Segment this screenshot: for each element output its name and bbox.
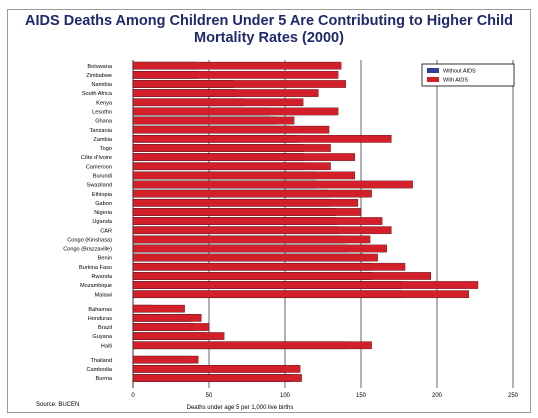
country-label: Congo (Brazzaville): [63, 247, 112, 253]
x-tick-label: 0: [131, 393, 135, 399]
bar-with-aids: [132, 341, 372, 350]
bar-with-aids: [132, 217, 383, 225]
legend: Without AIDS With AIDS: [421, 63, 515, 87]
country-label: Cameroon: [86, 164, 112, 170]
bar-with-aids: [132, 262, 406, 271]
country-label: Burundi: [93, 173, 112, 179]
bar-with-aids: [132, 198, 359, 207]
country-label: Brazil: [98, 325, 112, 331]
bar-with-aids: [132, 314, 202, 322]
country-label: Burma: [96, 376, 113, 382]
country-label: Rwanda: [91, 274, 112, 280]
country-label: Mozambique: [80, 283, 112, 289]
country-label: Swaziland: [87, 183, 113, 189]
bar-with-aids: [132, 281, 479, 289]
bar-with-aids: [132, 162, 331, 171]
country-label: Benin: [98, 256, 112, 262]
country-label: Lesotho: [92, 110, 112, 116]
x-tick-label: 50: [206, 393, 213, 399]
bar-with-aids: [132, 226, 392, 235]
bar-with-aids: [132, 153, 356, 161]
x-tick-label: 200: [432, 393, 443, 399]
bar-with-aids: [132, 272, 432, 280]
legend-swatch-without-aids: [427, 68, 439, 73]
chart-title-line-2: Mortality Rates (2000): [194, 30, 344, 46]
bar-with-aids: [132, 107, 339, 116]
country-label: CAR: [100, 228, 112, 234]
bar-with-aids: [132, 134, 392, 143]
country-label: Ethiopia: [92, 192, 113, 198]
country-label: South Africa: [82, 91, 113, 97]
bar-with-aids: [132, 71, 339, 79]
bar-with-aids: [132, 189, 372, 198]
bar-with-aids: [132, 208, 362, 216]
country-label: Côte d'Ivoire: [81, 155, 112, 161]
bar-with-aids: [132, 144, 331, 152]
legend-label-with-aids: With AIDS: [443, 78, 468, 84]
chart-title: AIDS Deaths Among Children Under 5 Are C…: [0, 13, 538, 47]
bar-with-aids: [132, 365, 301, 373]
country-label: Congo (Kinshasa): [67, 237, 112, 243]
bar-with-aids: [132, 290, 470, 299]
country-label: Togo: [100, 146, 112, 152]
bar-with-aids: [132, 235, 371, 244]
country-label: Uganda: [92, 219, 112, 225]
legend-box: [421, 63, 515, 87]
bar-with-aids: [132, 125, 330, 134]
bar-with-aids: [132, 98, 304, 107]
source-note: Source: BUCEN: [36, 402, 80, 408]
bar-with-aids: [132, 323, 210, 331]
country-label: Cambodia: [87, 367, 113, 373]
bar-with-aids: [132, 374, 302, 382]
bar-with-aids: [132, 171, 356, 180]
country-label: Burkina Faso: [79, 265, 112, 271]
legend-label-without-aids: Without AIDS: [443, 69, 476, 75]
country-label: Guyana: [92, 334, 112, 340]
country-labels: Botswana Zimbabwe Namibia South Africa Kenya…: [63, 64, 113, 382]
bar-with-aids: [132, 332, 225, 340]
country-label: Honduras: [88, 316, 112, 322]
country-label: Gabon: [95, 201, 112, 207]
x-tick-label: 250: [508, 393, 519, 399]
country-label: Zimbabwe: [86, 73, 112, 79]
bar-with-aids: [132, 61, 342, 70]
bar-with-aids: [132, 253, 378, 262]
bar-with-aids: [132, 116, 295, 125]
bar-with-aids: [132, 244, 387, 253]
country-label: Haiti: [101, 343, 112, 349]
country-label: Tanzania: [90, 128, 113, 134]
bar-with-aids: [132, 89, 319, 97]
bar-with-aids: [132, 304, 185, 313]
country-label: Malawi: [95, 292, 112, 298]
country-label: Bahamas: [88, 307, 112, 313]
country-label: Zambia: [93, 137, 113, 143]
country-label: Thailand: [91, 358, 112, 364]
x-tick-label: 100: [280, 393, 291, 399]
country-label: Nigeria: [94, 210, 113, 216]
bar-with-aids: [132, 180, 413, 189]
bar-with-aids: [132, 80, 346, 88]
x-axis-ticks: 0 50 100 150 200 250: [131, 393, 518, 399]
country-label: Kenya: [96, 100, 113, 106]
legend-swatch-with-aids: [427, 77, 439, 82]
country-label: Botswana: [87, 64, 112, 70]
bars-with-aids: [132, 61, 479, 382]
country-label: Namibia: [91, 82, 112, 88]
bar-with-aids: [132, 355, 199, 364]
country-label: Ghana: [95, 119, 113, 125]
x-tick-label: 150: [356, 393, 367, 399]
chart-title-line-1: AIDS Deaths Among Children Under 5 Are C…: [25, 13, 513, 29]
x-axis-label: Deaths under age 5 per 1,000 live births: [187, 405, 294, 411]
